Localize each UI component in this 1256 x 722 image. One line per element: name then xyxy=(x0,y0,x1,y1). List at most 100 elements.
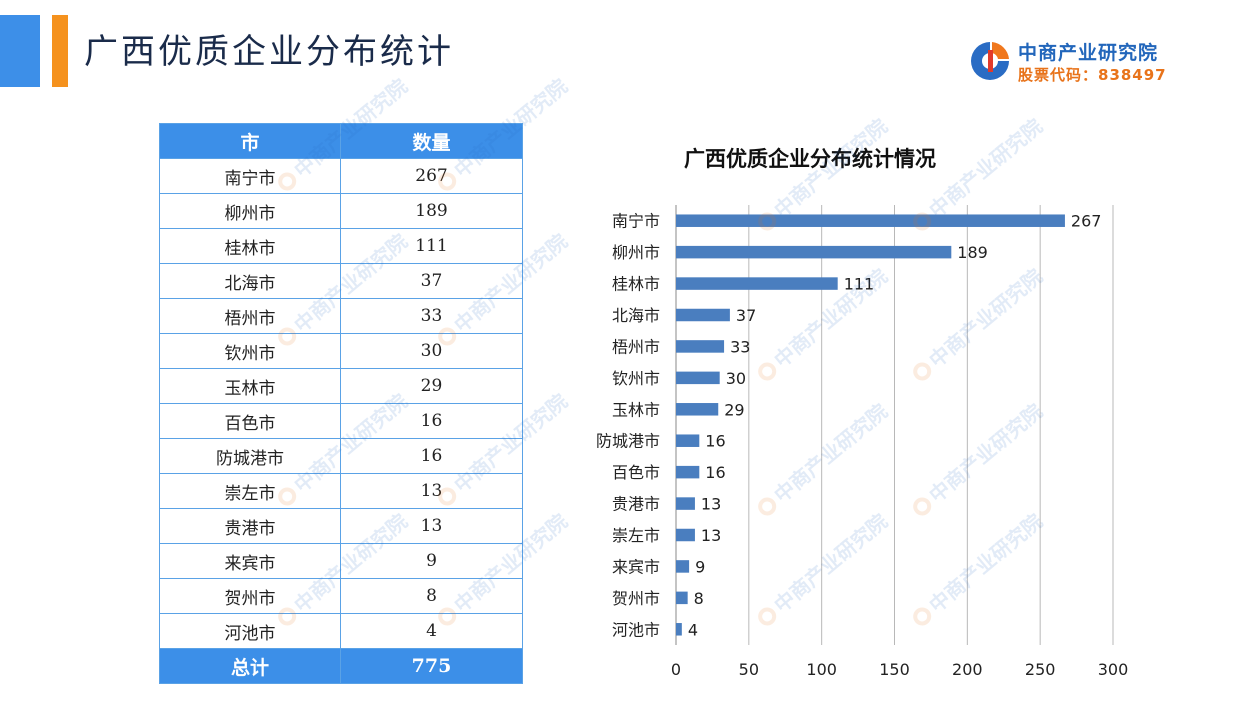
bar xyxy=(676,591,688,605)
category-label: 防城港市 xyxy=(596,432,660,451)
data-label: 30 xyxy=(726,369,746,388)
table-header-count: 数量 xyxy=(340,123,523,159)
table-total-value: 775 xyxy=(340,648,523,684)
logo-stock-code: 股票代码：838497 xyxy=(1018,66,1167,84)
bar xyxy=(676,214,1065,227)
table-cell-city: 贵港市 xyxy=(159,508,341,544)
x-tick-label: 250 xyxy=(1025,660,1056,679)
x-tick-label: 100 xyxy=(806,660,837,679)
table-cell-count: 4 xyxy=(340,613,523,649)
bar xyxy=(676,308,730,322)
table-cell-city: 柳州市 xyxy=(159,193,341,229)
table-cell-city: 防城港市 xyxy=(159,438,341,474)
table-cell-count: 189 xyxy=(340,193,523,229)
data-label: 13 xyxy=(701,526,721,545)
table-cell-city: 北海市 xyxy=(159,263,341,299)
header-accent-orange xyxy=(52,15,68,87)
data-label: 33 xyxy=(730,337,750,356)
header-accent-blue xyxy=(0,15,40,87)
table-cell-count: 13 xyxy=(340,508,523,544)
category-label: 贺州市 xyxy=(612,589,660,608)
table-cell-city: 河池市 xyxy=(159,613,341,649)
data-table: 市 数量 南宁市 267 柳州市 189 桂林市 111 北海市 37 梧州市 33 钦州市 30 玉林… xyxy=(159,123,523,684)
x-tick-label: 200 xyxy=(952,660,983,679)
bar xyxy=(676,277,838,290)
logo-company-name: 中商产业研究院 xyxy=(1018,42,1159,64)
table-row: 来宾市 9 xyxy=(159,543,523,579)
table-cell-count: 111 xyxy=(340,228,523,264)
logo-icon xyxy=(971,42,1009,80)
table-cell-count: 267 xyxy=(340,158,523,194)
category-label: 梧州市 xyxy=(612,337,660,356)
table-cell-count: 16 xyxy=(340,403,523,439)
table-cell-count: 8 xyxy=(340,578,523,614)
bar-chart: 南宁市 267 柳州市 189 桂林市 111 北海市 37 梧州市 33 钦州市 30 玉林市 29 防城… xyxy=(596,205,1128,679)
bar xyxy=(676,434,700,447)
chart-title: 广西优质企业分布统计情况 xyxy=(684,147,936,171)
table-row: 柳州市 189 xyxy=(159,193,523,229)
data-label: 8 xyxy=(694,589,704,608)
table-row: 防城港市 16 xyxy=(159,438,523,474)
table-cell-city: 百色市 xyxy=(159,403,341,439)
table-cell-city: 南宁市 xyxy=(159,158,341,194)
bar xyxy=(676,497,695,510)
bar xyxy=(676,560,690,573)
data-label: 16 xyxy=(705,432,725,451)
table-cell-city: 崇左市 xyxy=(159,473,341,509)
data-label: 111 xyxy=(844,275,875,294)
table-cell-city: 贺州市 xyxy=(159,578,341,614)
table-row: 桂林市 111 xyxy=(159,228,523,264)
table-row: 钦州市 30 xyxy=(159,333,523,369)
table-total-label: 总计 xyxy=(159,648,341,684)
bar xyxy=(676,623,682,636)
table-row: 北海市 37 xyxy=(159,263,523,299)
bar xyxy=(676,371,720,385)
category-label: 百色市 xyxy=(612,463,660,482)
table-cell-count: 33 xyxy=(340,298,523,334)
x-tick-label: 50 xyxy=(739,660,759,679)
table-cell-city: 来宾市 xyxy=(159,543,341,579)
table-cell-count: 16 xyxy=(340,438,523,474)
data-label: 29 xyxy=(724,400,744,419)
table-cell-city: 玉林市 xyxy=(159,368,341,404)
category-label: 钦州市 xyxy=(612,369,660,388)
data-label: 267 xyxy=(1071,212,1102,231)
table-cell-city: 桂林市 xyxy=(159,228,341,264)
table-row: 贺州市 8 xyxy=(159,578,523,614)
data-label: 37 xyxy=(736,306,756,325)
category-label: 来宾市 xyxy=(612,557,660,576)
x-tick-label: 0 xyxy=(671,660,681,679)
table-cell-count: 30 xyxy=(340,333,523,369)
table-cell-count: 9 xyxy=(340,543,523,579)
bar xyxy=(676,340,725,353)
table-header-row: 市 数量 xyxy=(159,123,523,159)
bar xyxy=(676,245,952,259)
table-total-row: 总计 775 xyxy=(159,648,523,684)
bar xyxy=(676,403,719,416)
table-row: 百色市 16 xyxy=(159,403,523,439)
category-label: 桂林市 xyxy=(612,275,660,294)
table-cell-count: 13 xyxy=(340,473,523,509)
bar xyxy=(676,528,695,542)
x-tick-label: 150 xyxy=(879,660,910,679)
category-label: 河池市 xyxy=(612,620,660,639)
table-row: 贵港市 13 xyxy=(159,508,523,544)
table-row: 梧州市 33 xyxy=(159,298,523,334)
category-label: 北海市 xyxy=(612,306,660,325)
table-cell-city: 钦州市 xyxy=(159,333,341,369)
table-header-city: 市 xyxy=(159,123,341,159)
data-label: 4 xyxy=(688,620,698,639)
table-row: 玉林市 29 xyxy=(159,368,523,404)
table-cell-city: 梧州市 xyxy=(159,298,341,334)
table-row: 崇左市 13 xyxy=(159,473,523,509)
data-label: 16 xyxy=(705,463,725,482)
data-label: 189 xyxy=(957,243,988,262)
category-label: 玉林市 xyxy=(612,400,660,419)
table-cell-count: 37 xyxy=(340,263,523,299)
category-label: 贵港市 xyxy=(612,495,660,514)
table-row: 河池市 4 xyxy=(159,613,523,649)
category-label: 崇左市 xyxy=(612,526,660,545)
data-label: 13 xyxy=(701,495,721,514)
page-title: 广西优质企业分布统计 xyxy=(84,32,454,72)
data-label: 9 xyxy=(695,557,705,576)
